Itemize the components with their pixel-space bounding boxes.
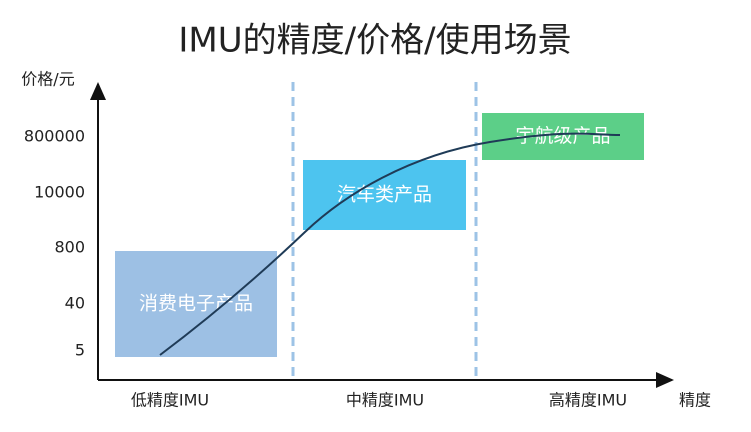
- y-tick-label: 800000: [24, 127, 85, 146]
- category-box: [482, 113, 644, 160]
- y-tick-label: 5: [75, 341, 85, 360]
- x-tick-label: 低精度IMU: [131, 391, 209, 410]
- box-label: 宇航级产品: [515, 125, 610, 147]
- y-tick-label: 40: [65, 294, 85, 313]
- x-tick-label: 中精度IMU: [346, 391, 424, 410]
- x-tick-label: 高精度IMU: [549, 391, 627, 410]
- trend-curve: [159, 132, 621, 356]
- title: IMU的精度/价格/使用场景: [178, 21, 571, 61]
- box-label: 消费电子产品: [139, 293, 253, 315]
- y-axis-label: 价格/元: [21, 70, 74, 89]
- category-box: [115, 251, 277, 357]
- x-axis-label: 精度: [679, 391, 711, 410]
- y-tick-label: 10000: [34, 183, 85, 202]
- category-box: [303, 160, 466, 230]
- y-tick-label: 800: [54, 238, 85, 257]
- box-label: 汽车类产品: [337, 184, 432, 206]
